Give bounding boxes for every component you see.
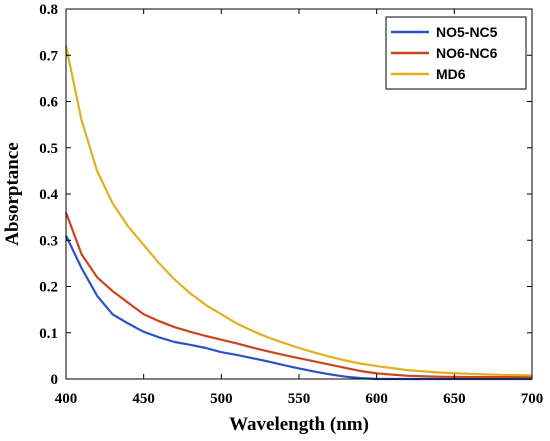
tick-layer: 400 450 500 550 600 650 700 0 0.1 0.2 0.3 0.4 0.5 0.6…	[39, 2, 543, 407]
y-tick-label: 0.1	[39, 326, 58, 342]
x-tick-label: 500	[210, 391, 233, 407]
x-tick-label: 550	[288, 391, 311, 407]
x-axis-title: Wavelength (nm)	[229, 414, 369, 435]
y-tick-label: 0.3	[39, 233, 58, 249]
y-tick-label: 0.2	[39, 280, 58, 296]
y-tick-label: 0.5	[39, 141, 58, 157]
x-tick-label: 650	[443, 391, 466, 407]
y-tick-label: 0.8	[39, 2, 58, 18]
legend-label: NO6-NC6	[436, 45, 498, 61]
x-tick-label: 700	[521, 391, 544, 407]
x-tick-label: 450	[132, 391, 155, 407]
y-tick-label: 0.4	[39, 187, 58, 203]
x-tick-label: 600	[365, 391, 388, 407]
legend-label: NO5-NC5	[436, 24, 498, 40]
y-tick-label: 0.6	[39, 95, 58, 111]
y-axis-title: Absorptance	[2, 142, 23, 245]
series-line-md6	[64, 45, 533, 377]
series-line-no6-nc6	[64, 212, 532, 379]
x-tick-label: 400	[55, 391, 78, 407]
legend-label: MD6	[436, 66, 466, 82]
y-tick-label: 0	[51, 372, 59, 388]
series-layer	[64, 45, 533, 381]
y-tick-label: 0.7	[39, 48, 58, 64]
legend: NO5-NC5 NO6-NC6 MD6	[385, 16, 527, 90]
